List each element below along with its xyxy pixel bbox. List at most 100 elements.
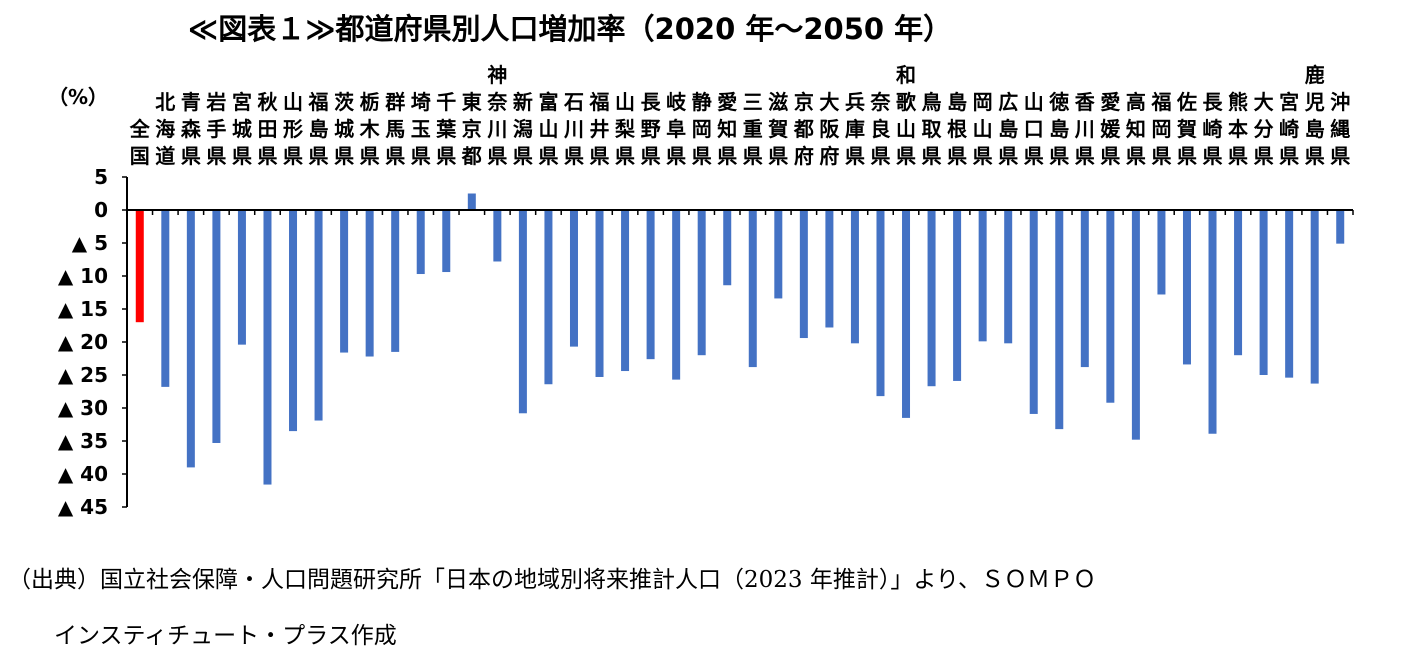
category-label-47: 鹿児島県: [1304, 63, 1325, 168]
bar-46: [1285, 210, 1294, 378]
bar-1: [135, 210, 144, 323]
category-label-27: 京都府: [793, 90, 814, 168]
bar-21: [646, 210, 655, 360]
bar-26: [774, 210, 783, 299]
bar-6: [263, 210, 272, 485]
bar-7: [289, 210, 298, 432]
y-tick-label: ▲ 10: [58, 264, 108, 288]
category-label-5: 宮城県: [232, 90, 252, 168]
bar-16: [518, 210, 527, 414]
category-label-12: 埼玉県: [411, 90, 431, 168]
category-label-48: 沖縄県: [1330, 90, 1350, 168]
bars: [135, 193, 1345, 485]
category-label-8: 福島県: [308, 90, 329, 168]
category-label-2: 北海道: [155, 90, 175, 168]
category-label-44: 熊本県: [1228, 90, 1248, 168]
bar-47: [1310, 210, 1319, 384]
y-axis-label: （%）: [48, 85, 108, 109]
category-labels: 全国北海道青森県岩手県宮城県秋田県山形県福島県茨城県栃木県群馬県埼玉県千葉県東京…: [129, 63, 1350, 168]
bar-11: [391, 210, 400, 352]
category-label-16: 新潟県: [513, 90, 533, 168]
bar-44: [1234, 210, 1243, 356]
category-label-3: 青森県: [181, 90, 202, 168]
y-tick-label: ▲ 35: [58, 429, 108, 453]
y-ticks: 5 0 ▲ 5 ▲ 10 ▲ 15 ▲ 20 ▲ 25 ▲ 30 ▲ 35 ▲ 40 ▲ 45: [58, 165, 127, 519]
category-label-20: 山梨県: [615, 90, 636, 168]
category-label-11: 群馬県: [384, 90, 405, 168]
category-label-39: 愛媛県: [1099, 90, 1121, 168]
bar-14: [467, 193, 476, 210]
category-label-40: 高知県: [1126, 90, 1146, 168]
bar-41: [1157, 210, 1166, 295]
bar-29: [850, 210, 859, 344]
bar-22: [672, 210, 681, 380]
bar-4: [212, 210, 221, 443]
category-label-21: 長野県: [641, 90, 662, 168]
bar-chart: （%） 全国北海道青森県岩手県宮城県秋田県山形県福島県茨城県栃木県群馬県埼玉県千…: [48, 63, 1354, 519]
y-tick-label: ▲ 5: [72, 231, 108, 255]
bar-9: [340, 210, 349, 353]
bar-35: [1004, 210, 1013, 344]
category-label-42: 佐賀県: [1176, 90, 1197, 168]
category-label-10: 栃木県: [359, 90, 381, 168]
bar-15: [493, 210, 502, 262]
category-label-34: 岡山県: [973, 90, 993, 168]
bar-37: [1055, 210, 1064, 430]
chart-title: ≪図表１≫都道府県別人口増加率（2020 年～2050 年）: [187, 12, 953, 46]
category-label-22: 岐阜県: [666, 90, 686, 168]
category-label-26: 滋賀県: [767, 90, 788, 168]
category-label-24: 愛知県: [717, 90, 737, 168]
y-tick-label: ▲ 15: [58, 297, 108, 321]
category-label-30: 奈良県: [869, 90, 891, 168]
y-tick-label: ▲ 25: [58, 363, 108, 387]
bar-30: [876, 210, 885, 397]
category-label-1: 全国: [129, 117, 151, 168]
bar-42: [1182, 210, 1191, 365]
bar-27: [799, 210, 808, 339]
bar-34: [978, 210, 987, 342]
bar-28: [825, 210, 834, 328]
bar-2: [161, 210, 170, 387]
bar-43: [1208, 210, 1217, 434]
category-label-13: 千葉県: [435, 90, 457, 168]
source-note: （出典）国立社会保障・人口問題研究所「日本の地域別将来推計人口（2023 年推計…: [8, 567, 1096, 649]
bar-45: [1259, 210, 1268, 375]
bar-3: [186, 210, 195, 468]
y-tick-label: ▲ 40: [58, 462, 108, 486]
bar-10: [365, 210, 374, 357]
category-label-33: 島根県: [947, 90, 967, 168]
category-label-41: 福岡県: [1150, 90, 1171, 168]
y-tick-label: 5: [94, 165, 108, 189]
category-label-7: 山形県: [283, 90, 303, 168]
bar-32: [927, 210, 936, 387]
bar-23: [697, 210, 706, 356]
bar-40: [1131, 210, 1140, 440]
bar-33: [953, 210, 962, 381]
bar-8: [314, 210, 323, 421]
category-label-35: 広島県: [998, 90, 1018, 168]
category-label-23: 静岡県: [692, 90, 712, 168]
bar-25: [748, 210, 757, 368]
bar-18: [569, 210, 578, 347]
category-label-43: 長崎県: [1203, 90, 1224, 168]
category-label-17: 富山県: [538, 90, 558, 168]
bar-24: [723, 210, 732, 286]
y-tick-label: ▲ 45: [58, 495, 108, 519]
category-label-19: 福井県: [589, 90, 610, 168]
bar-17: [544, 210, 553, 385]
category-label-4: 岩手県: [205, 90, 226, 168]
category-label-36: 山口県: [1024, 90, 1044, 168]
bar-38: [1080, 210, 1089, 368]
category-label-6: 秋田県: [257, 90, 278, 168]
bar-36: [1029, 210, 1038, 414]
category-label-32: 鳥取県: [922, 90, 942, 168]
y-tick-label: 0: [94, 198, 108, 222]
category-label-37: 徳島県: [1048, 90, 1069, 168]
bar-48: [1336, 210, 1345, 244]
category-label-25: 三重県: [743, 90, 763, 168]
axes: [126, 177, 1354, 507]
category-label-9: 茨城県: [334, 90, 354, 168]
bar-19: [595, 210, 604, 377]
category-label-31: 和歌山県: [896, 63, 917, 168]
bar-20: [621, 210, 630, 372]
